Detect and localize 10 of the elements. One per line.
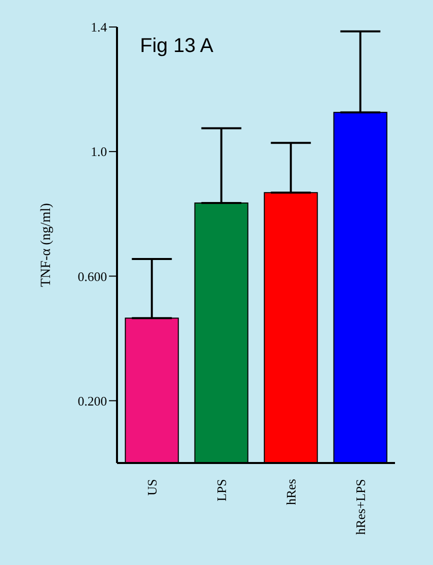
x-tick-label: hRes (283, 479, 298, 505)
y-tick-label: 0.600 (78, 268, 107, 284)
x-tick-label: LPS (214, 479, 229, 502)
x-tick-label: hRes+LPS (352, 479, 368, 535)
y-tick-label: 1.4 (90, 20, 108, 35)
y-tick-label: 0.200 (78, 393, 107, 408)
y-axis-title: TNF-α (ng/ml) (38, 202, 54, 287)
y-tick-label: 1.0 (90, 144, 107, 160)
chart-title: Fig 13 A (140, 35, 214, 57)
x-tick-label: US (144, 479, 160, 496)
